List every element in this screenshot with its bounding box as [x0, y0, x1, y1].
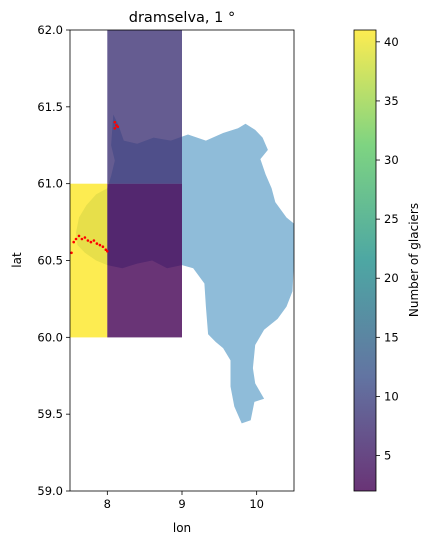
- x-tick-label: 8: [104, 497, 111, 511]
- grid-cell-1: [70, 183, 108, 338]
- glacier-point: [106, 250, 109, 253]
- x-tick-label: 9: [178, 497, 185, 511]
- colorbar-gradient: [353, 29, 377, 492]
- glacier-point: [77, 234, 81, 238]
- glacier-point: [70, 251, 73, 255]
- y-axis-label: lat: [10, 252, 24, 268]
- glacier-point: [89, 240, 93, 244]
- colorbar-tick-label: 20: [384, 271, 399, 285]
- colorbar-tick-label: 10: [384, 389, 399, 403]
- colorbar-label: Number of glaciers: [407, 203, 421, 317]
- colorbar-tick-label: 5: [384, 449, 391, 463]
- glacier-point: [95, 242, 99, 245]
- colorbar-tick-label: 15: [384, 330, 399, 344]
- colorbar: 5 10 15 20 25 30 35 40 Number of glaciers: [353, 29, 421, 492]
- grid-cell-3: [107, 183, 182, 338]
- grid-cell-2: [107, 30, 182, 184]
- colorbar-ticks: 5 10 15 20 25 30 35 40: [376, 35, 399, 463]
- glacier-point: [98, 243, 102, 247]
- y-tick-label: 60.5: [37, 254, 63, 268]
- colorbar-tick-label: 35: [384, 94, 399, 108]
- x-tick-label: 10: [249, 497, 264, 511]
- x-axis-label: lon: [173, 521, 191, 535]
- y-tick-label: 59.5: [37, 407, 63, 421]
- glacier-point: [116, 125, 120, 129]
- glacier-point: [113, 120, 117, 124]
- glacier-point: [92, 239, 96, 242]
- colorbar-tick-label: 25: [384, 212, 399, 226]
- colorbar-tick-label: 30: [384, 153, 399, 167]
- colorbar-tick-label: 40: [384, 35, 399, 49]
- plot-area: [70, 30, 294, 424]
- glacier-point: [80, 237, 84, 241]
- glacier-point: [101, 245, 105, 248]
- y-tick-label: 62.0: [37, 23, 63, 37]
- chart-title: dramselva, 1 °: [129, 10, 235, 26]
- glacier-point: [72, 240, 75, 244]
- y-tick-label: 60.0: [37, 330, 63, 344]
- glacier-point: [113, 127, 117, 130]
- glacier-point: [83, 236, 87, 239]
- y-axis: 59.0 59.5 60.0 60.5 61.0 61.5 62.0: [37, 23, 70, 498]
- x-axis: 8 9 10: [104, 491, 264, 511]
- y-tick-label: 61.0: [37, 177, 63, 191]
- glacier-point: [74, 237, 78, 241]
- glacier-point: [86, 239, 90, 242]
- y-tick-label: 59.0: [37, 484, 63, 498]
- y-tick-label: 61.5: [37, 100, 63, 114]
